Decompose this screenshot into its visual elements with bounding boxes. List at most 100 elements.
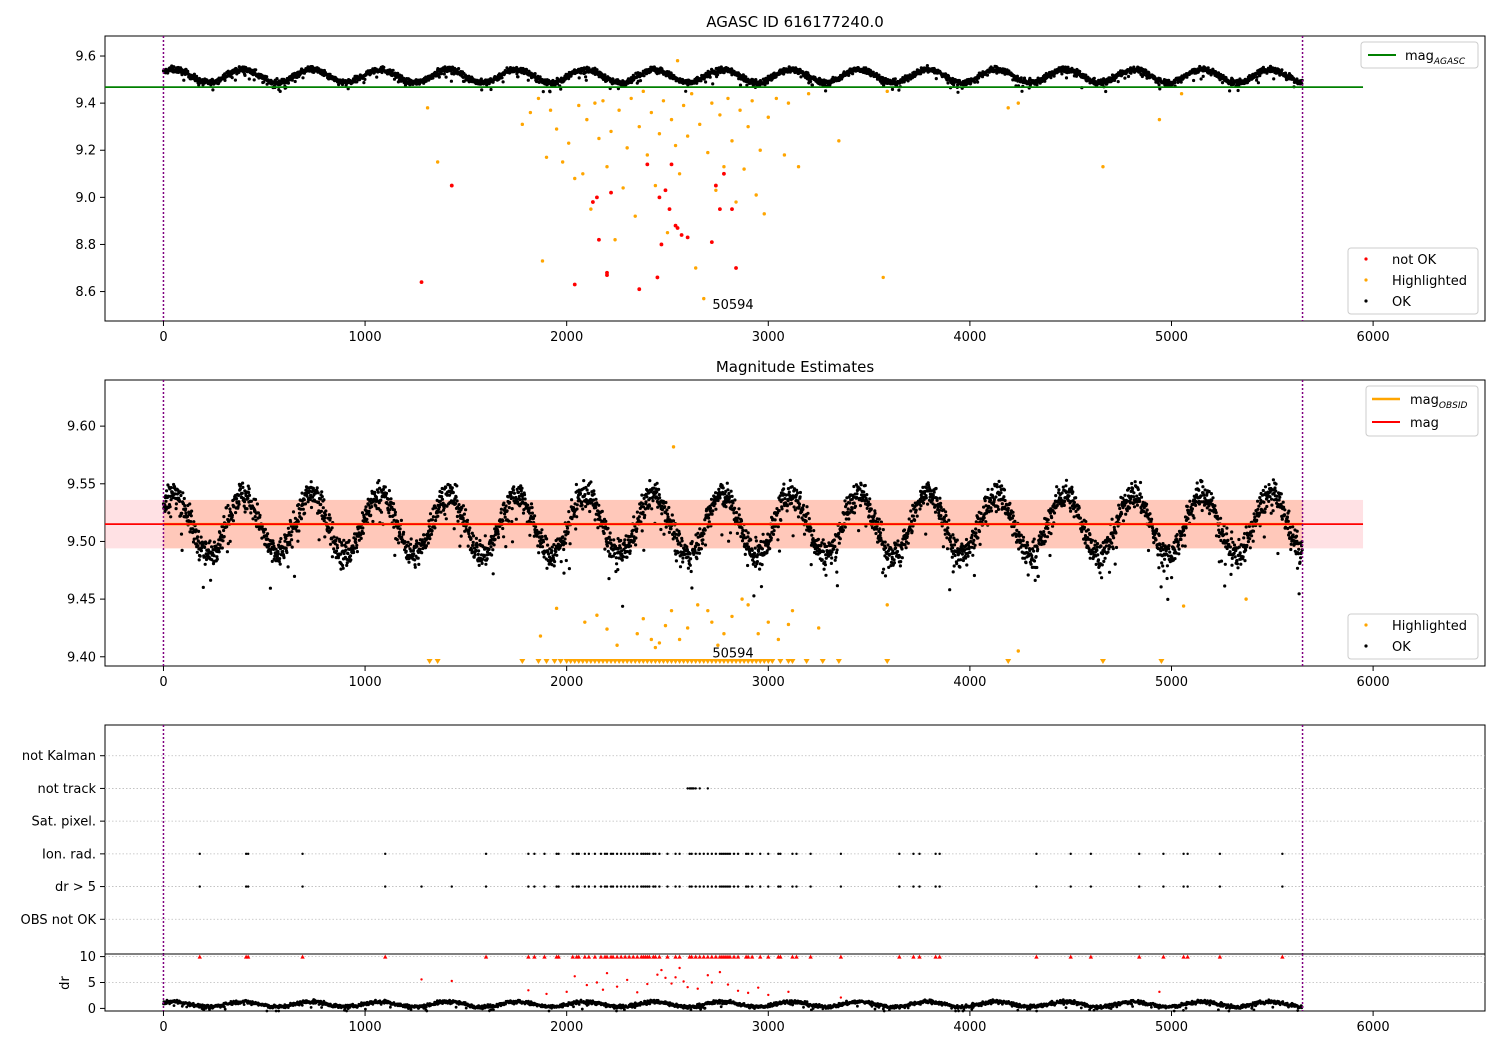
ok-point	[404, 549, 408, 553]
ok-point	[502, 501, 506, 505]
ok-point	[278, 562, 282, 566]
ok-point	[303, 511, 307, 515]
ok-point	[402, 530, 406, 534]
ok-point	[346, 551, 350, 556]
ok-point	[514, 517, 518, 521]
ok-point	[496, 535, 501, 540]
ok-point	[1280, 68, 1284, 72]
highlighted-point	[1006, 106, 1010, 110]
ok-point	[602, 531, 606, 535]
ok-point	[349, 558, 353, 562]
ok-point	[1236, 88, 1240, 93]
ok-point	[429, 532, 434, 537]
ok-point	[247, 490, 251, 495]
ok-point	[510, 520, 514, 524]
ok-point	[973, 80, 977, 84]
ok-point	[221, 539, 225, 543]
highlighted-point	[718, 113, 722, 117]
ok-point	[473, 553, 477, 557]
ok-point	[562, 571, 566, 575]
ok-point	[663, 505, 667, 509]
ok-point	[676, 551, 680, 555]
ok-point	[579, 71, 583, 75]
highlighted-point	[665, 230, 670, 235]
not-ok-point	[605, 273, 609, 277]
highlighted-point	[702, 296, 706, 301]
ok-point	[635, 510, 640, 514]
y-tick-label: 9.0	[75, 191, 96, 206]
ok-point	[1064, 76, 1069, 80]
ok-point	[319, 509, 323, 513]
highlighted-point	[746, 124, 750, 129]
legend-not-ok-swatch	[1364, 257, 1368, 261]
ok-point	[493, 537, 497, 542]
highlighted-point	[573, 176, 577, 181]
highlighted-point	[673, 143, 678, 148]
ok-point	[520, 486, 524, 490]
x-tick-label: 2000	[550, 330, 583, 345]
ok-point	[656, 505, 660, 509]
ok-point	[612, 538, 616, 542]
highlighted-point	[653, 183, 658, 188]
highlighted-point	[1101, 165, 1105, 169]
highlighted-point	[698, 122, 702, 127]
ok-point	[255, 502, 259, 506]
legend-ok-label: OK	[1392, 295, 1411, 310]
ok-point	[606, 526, 610, 530]
ok-point	[642, 548, 646, 552]
not-ok-point	[663, 188, 668, 193]
ok-point	[296, 520, 300, 524]
ok-point	[275, 77, 279, 81]
ok-point	[538, 75, 542, 79]
ok-point	[592, 492, 596, 496]
ok-point	[286, 81, 290, 85]
ok-point	[1157, 83, 1161, 87]
ok-point	[657, 487, 661, 491]
ok-point	[621, 555, 626, 559]
ok-point	[1019, 76, 1023, 80]
ok-point	[1220, 81, 1225, 85]
agasc-obsid-label: 50594	[712, 298, 753, 313]
ok-point	[548, 90, 552, 94]
not-ok-point	[572, 282, 577, 287]
ok-point	[641, 510, 645, 514]
x-tick-label: 1000	[349, 330, 382, 345]
ok-point	[523, 497, 527, 501]
highlighted-point	[605, 165, 609, 169]
ok-point	[620, 558, 624, 562]
ok-point	[1173, 81, 1177, 85]
ok-point	[458, 544, 462, 548]
ok-point	[328, 542, 333, 546]
highlighted-point	[540, 259, 545, 263]
ok-point	[242, 500, 247, 504]
ok-point	[188, 502, 192, 506]
ok-point	[552, 564, 556, 568]
ok-point	[474, 536, 478, 541]
ok-point	[444, 485, 448, 490]
ok-point	[574, 527, 578, 531]
ok-point	[179, 532, 184, 536]
ok-point	[540, 545, 545, 549]
ok-point	[511, 488, 515, 492]
ok-point	[533, 72, 537, 76]
ok-point	[340, 543, 344, 547]
ok-point	[309, 505, 314, 510]
ok-point	[262, 80, 266, 84]
ok-point	[278, 540, 282, 544]
legend-highlighted-swatch	[1364, 278, 1368, 282]
ok-point	[555, 553, 559, 557]
ok-point	[352, 550, 356, 555]
ok-point	[241, 481, 245, 485]
ok-point	[265, 75, 269, 79]
ok-point	[1201, 74, 1205, 78]
ok-point	[453, 66, 457, 70]
ok-point	[1179, 80, 1183, 84]
ok-point	[628, 544, 633, 548]
ok-point	[332, 547, 336, 551]
ok-point	[433, 526, 437, 530]
ok-point	[575, 515, 579, 519]
ok-point	[471, 543, 475, 548]
ok-point	[588, 509, 592, 514]
ok-point	[589, 480, 593, 484]
ok-point	[300, 491, 304, 495]
